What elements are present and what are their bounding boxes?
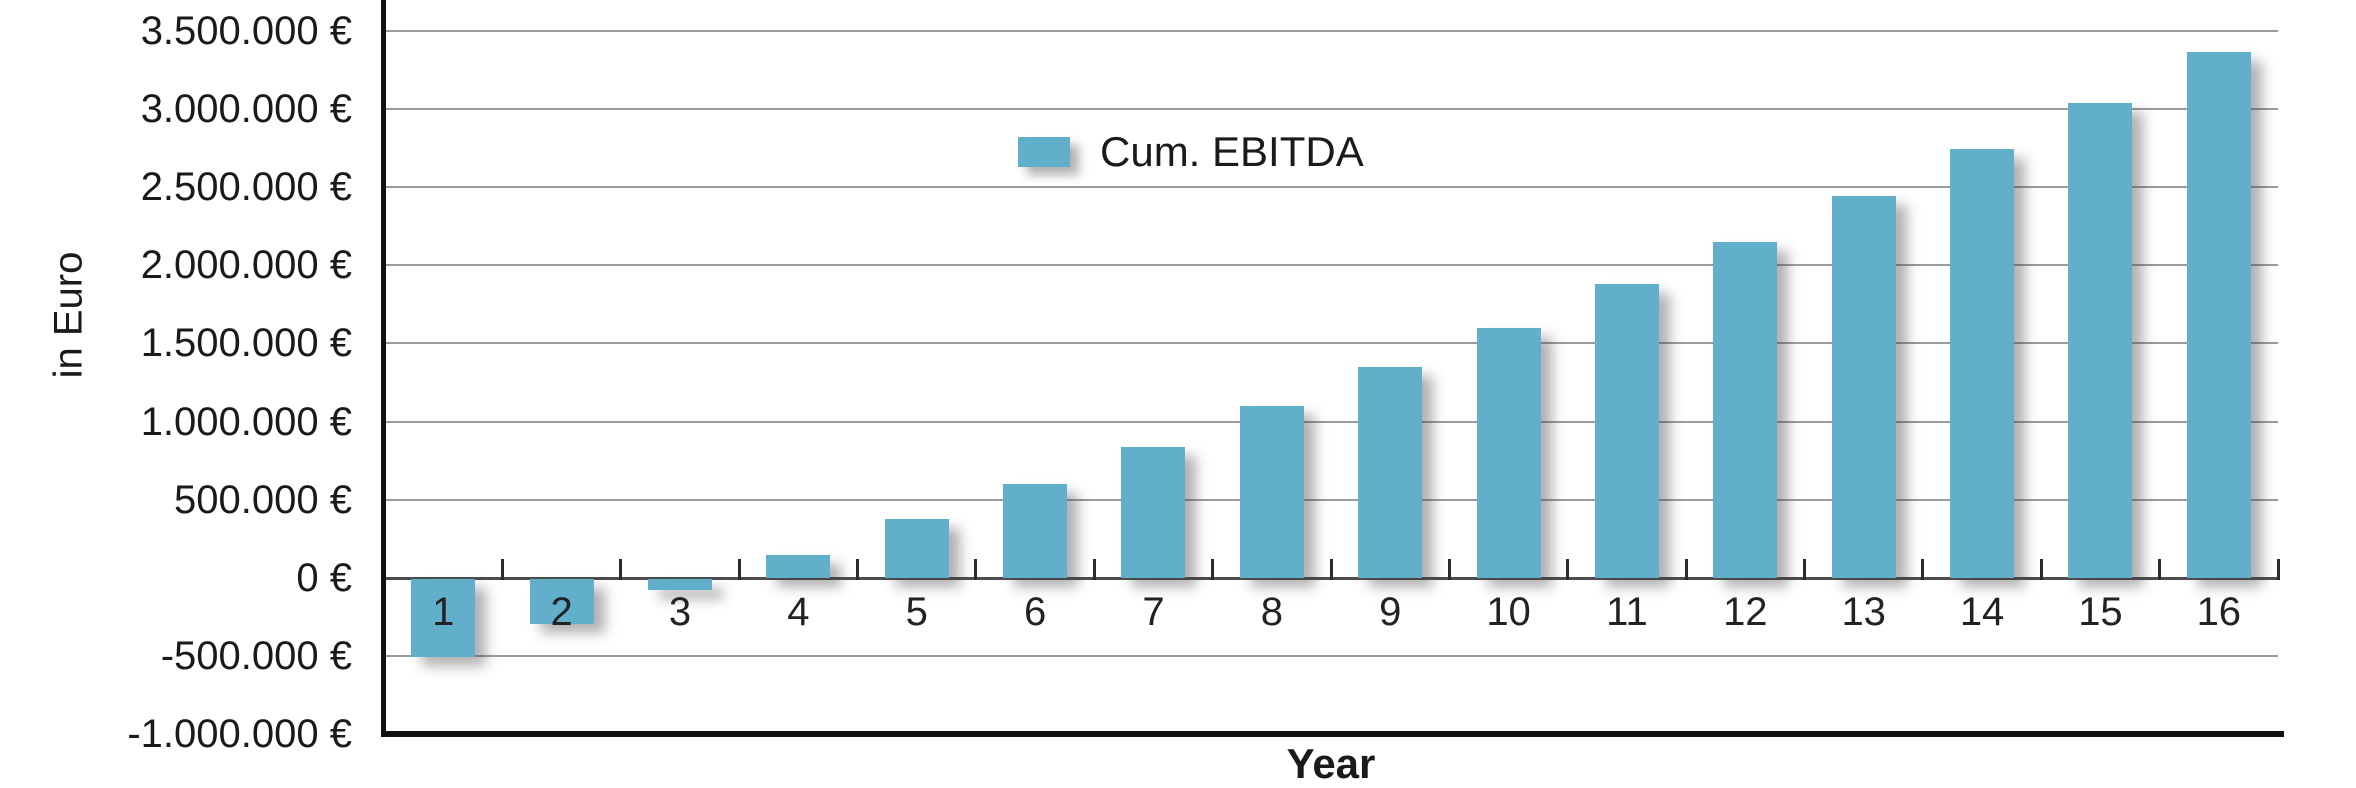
bar-year-9 [1358,366,1423,578]
x-axis-tick-8 [1329,559,1333,580]
x-axis-tick-9 [1447,559,1451,580]
x-category-label-7: 7 [1142,590,1165,634]
x-axis-tick-13 [1921,559,1925,580]
bar-year-6 [1003,484,1068,578]
bar-year-12 [1713,241,1778,578]
gridline-1500000 [384,342,2278,345]
bar-year-15 [2068,102,2133,578]
gridline-3500000 [384,29,2278,32]
gridline--500000 [384,655,2278,658]
x-axis-tick-6 [1092,559,1096,580]
x-axis-tick-10 [1566,559,1570,580]
x-category-label-16: 16 [2196,590,2242,634]
y-tick-label-6: 500.000 € [174,477,352,522]
x-category-label-10: 10 [1486,590,1531,634]
bar-year-2 [529,579,594,625]
x-axis-tick-2 [619,559,623,580]
x-axis-title: Year [1286,740,1376,787]
y-axis-title: in Euro [46,251,91,379]
y-tick-label-8: -500.000 € [160,634,352,679]
x-axis-tick-14 [2039,559,2043,580]
y-tick-label-3: 2.000.000 € [140,243,352,288]
bar-year-13 [1831,196,1896,578]
gridline-2000000 [384,264,2278,267]
y-tick-label-4: 1.500.000 € [140,321,352,366]
x-category-label-12: 12 [1723,590,1768,634]
x-axis-tick-7 [1211,559,1215,580]
gridline-3000000 [384,107,2278,110]
x-category-label-3: 3 [668,590,692,634]
x-axis-tick-1 [500,559,504,580]
x-category-label-14: 14 [1959,590,2005,634]
x-category-label-5: 5 [905,590,928,634]
gridline-2500000 [384,186,2278,188]
bar-year-1 [411,579,476,658]
x-category-label-13: 13 [1841,590,1886,634]
bar-year-14 [1950,149,2015,578]
legend: Cum. EBITDA [1018,128,1364,176]
x-category-label-9: 9 [1379,590,1402,634]
y-tick-label-1: 3.000.000 € [140,86,352,131]
x-axis-tick-11 [1684,559,1688,580]
x-axis-tick-3 [737,559,741,580]
y-tick-label-9: -1.000.000 € [127,712,352,757]
x-axis-tick-16 [2276,559,2280,580]
x-category-label-8: 8 [1260,590,1283,634]
bar-year-11 [1594,283,1659,578]
x-category-label-2: 2 [550,590,573,634]
x-axis-bottom-frame [381,731,2284,738]
x-axis-tick-12 [1803,559,1806,580]
x-axis-tick-5 [974,559,978,580]
y-tick-label-2: 2.500.000 € [140,165,352,209]
bar-year-16 [2186,52,2251,578]
x-category-label-1: 1 [432,590,455,634]
bar-year-10 [1476,327,1541,578]
y-tick-label-5: 1.000.000 € [140,399,352,444]
y-tick-label-0: 3.500.000 € [140,8,352,53]
x-category-label-4: 4 [787,590,810,634]
gridline-1000000 [384,420,2278,423]
x-axis-tick-15 [2158,559,2162,580]
y-axis-line [381,0,386,738]
x-category-label-11: 11 [1606,590,1648,634]
bar-year-5 [884,518,949,578]
x-axis-tick-4 [856,559,859,580]
bar-year-3 [647,579,712,590]
bar-year-4 [766,554,831,578]
bar-year-8 [1239,405,1304,578]
legend-label: Cum. EBITDA [1100,128,1364,175]
y-tick-label-7: 0 € [296,556,352,600]
x-category-label-6: 6 [1023,590,1047,634]
x-category-label-15: 15 [2078,590,2123,634]
legend-swatch-cum-ebitda [1018,137,1070,167]
bar-year-7 [1121,446,1186,578]
gridline-500000 [384,498,2278,501]
